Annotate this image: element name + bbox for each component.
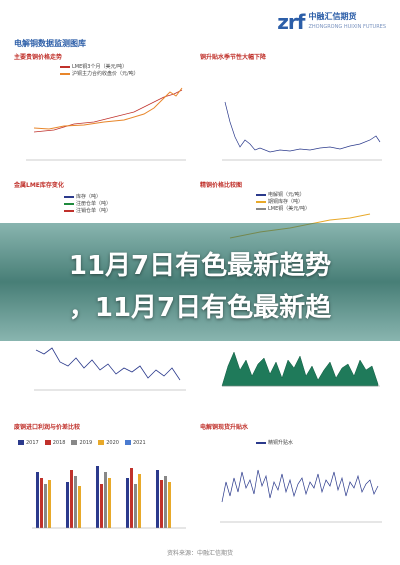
legend-item: 期铜库存（吨）: [268, 199, 304, 205]
legend-item: 库存（吨）: [76, 194, 102, 200]
legend-item: 沪铜主力合约收盘价（元/吨）: [72, 71, 139, 77]
chart-plot: [222, 101, 382, 161]
legend-item: 2020: [106, 440, 119, 446]
headline-banner: 11月7日有色最新趋势 ，11月7日有色最新趋: [0, 223, 400, 341]
chart-panel-premium: 铜升贴水季节性大幅下降: [200, 52, 386, 170]
chart-panel-shfe-stock: [14, 340, 189, 422]
chart-panel-lme-stock: 金属LME库存变化 库存（吨） 注册仓单（吨） 注销仓单（吨）: [14, 180, 189, 240]
legend-item: 注销仓单（吨）: [76, 208, 112, 214]
legend-item: 2018: [52, 440, 66, 446]
legend-item: LME铜3个月（美元/吨）: [72, 64, 128, 70]
headline-line-1: 11月7日有色最新趋势: [68, 251, 332, 281]
chart-title: 废铜进口利润与价差比较: [14, 424, 81, 431]
chart-title: 金属LME库存变化: [14, 182, 64, 189]
source-footer: 资料来源：中融汇信期货: [166, 550, 233, 557]
headline-line-2: ，11月7日有色最新趋: [68, 293, 332, 323]
logo-mark: zrf: [277, 10, 305, 34]
chart-title: 精铜价格比较图: [200, 182, 243, 189]
chart-panel-price-trend: 主要贵铜价格走势 LME铜3个月（美元/吨） 沪铜主力合约收盘价（元/吨）: [14, 52, 189, 170]
chart-title: 铜升贴水季节性大幅下降: [200, 54, 267, 61]
legend-item: 注册仓单（吨）: [76, 201, 112, 207]
chart-panel-spot-premium: 电解铜现货升贴水 精铜升贴水: [200, 422, 386, 546]
report-header: zrf 中融汇信期货 ZHONGRONG HUIXIN FUTURES 电解铜数…: [0, 0, 400, 52]
legend-item: 2017: [26, 440, 39, 446]
chart-plot: [34, 347, 186, 391]
legend-item: 2021: [132, 440, 146, 446]
legend-item: 电解铜（元/吨）: [268, 192, 305, 198]
chart-panel-annual-compare: [200, 340, 386, 422]
chart-plot: [221, 351, 380, 387]
chart-panel-scrap-profit: 废铜进口利润与价差比较 2017 2018 2019 2020 2021: [14, 422, 189, 546]
chart-plot: [220, 469, 382, 523]
logo-name: 中融汇信期货: [308, 12, 357, 21]
chart-plot: [26, 87, 186, 161]
chart-title: 主要贵铜价格走势: [14, 54, 63, 61]
legend-item: 精铜升贴水: [268, 440, 294, 446]
logo-subtitle: ZHONGRONG HUIXIN FUTURES: [308, 24, 386, 30]
legend-item: LME铜（美元/吨）: [268, 206, 310, 212]
company-logo: zrf 中融汇信期货 ZHONGRONG HUIXIN FUTURES: [277, 10, 386, 34]
legend-item: 2019: [79, 440, 93, 446]
chart-plot: [32, 466, 186, 529]
section-title: 电解铜数据监测图库: [14, 39, 86, 48]
chart-title: 电解铜现货升贴水: [200, 424, 249, 431]
